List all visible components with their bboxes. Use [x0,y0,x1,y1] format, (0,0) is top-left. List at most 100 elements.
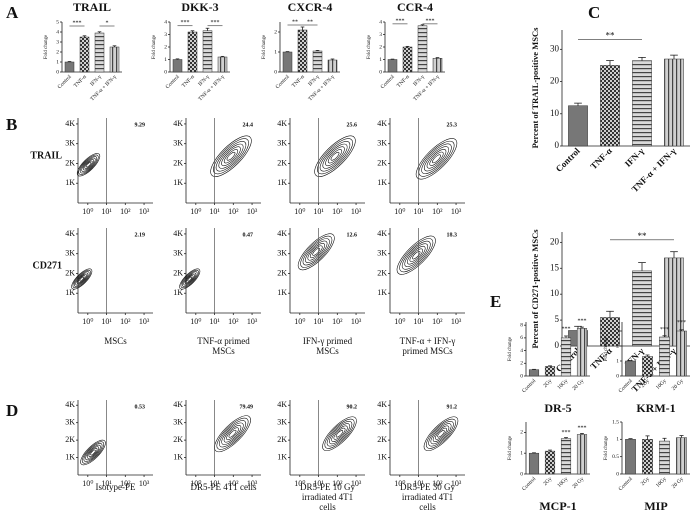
y-tick-label: 4K [277,400,287,409]
contour-line [84,160,93,169]
row-label: TRAIL [30,151,62,162]
contour-line [218,143,244,169]
y-tick-label: 1K [377,288,387,297]
bar [632,270,652,347]
contour-line [429,151,444,166]
contour-plot [415,138,458,180]
y-tick-label: 20 [550,236,560,246]
contour-line [73,271,90,287]
caption: Isotype-PE [96,482,136,492]
bar [676,330,687,377]
contour-line [428,421,454,447]
y-tick-label: 1K [277,288,287,297]
caption: DR5-PE 4T1 cells [191,482,257,492]
y-tick-label: 0 [56,69,59,75]
y-tick-label: 1K [173,452,183,461]
bar [544,366,556,377]
x-tick-label: 10² [432,317,443,326]
y-axis-label: Fold change [152,34,157,59]
x-tick-label: 20 Gy [571,378,585,392]
contour-line [314,135,356,177]
y-tick-label: 10 [550,108,560,118]
x-tick-label: 10² [332,207,343,216]
chart-title: MIP [644,499,667,511]
y-tick-label: 0 [520,373,523,379]
y-axis-label: Fold change [367,34,372,59]
bar [528,369,540,377]
contour-line [228,429,237,438]
x-tick-label: 10Gy [556,378,569,391]
x-tick-label: 10¹ [101,317,112,326]
y-tick-label: 1 [616,358,619,364]
y-tick-label: 4K [173,229,183,238]
contour-line [72,269,91,289]
x-tick-label: Control [57,74,73,90]
contour-plot [210,135,252,177]
contour-line [85,444,101,461]
significance-label: *** [677,320,686,326]
bar [402,46,413,73]
gate-percent: 0.53 [135,404,146,410]
significance-label: * [106,20,109,26]
y-tick-label: 2K [277,435,287,444]
y-tick-label: 4 [164,19,167,25]
panel-label: C [588,3,600,22]
panel-label: E [490,292,501,311]
contour-line [307,243,325,261]
x-tick-label: Control [165,74,181,90]
contour-line [432,425,450,442]
bar [544,450,556,475]
y-tick-label: 4K [277,119,287,128]
contour-plot [297,233,335,271]
significance-label: *** [578,426,587,432]
contour-line [412,251,421,260]
x-tick-label: TNF-α [181,74,196,89]
contour-line [221,146,241,167]
bar [659,336,670,377]
y-axis-label: Fold change [508,435,513,460]
y-tick-label: 3K [277,139,287,148]
y-tick-label: 1K [277,452,287,461]
gate-percent: 0.47 [243,232,254,238]
contour-line [223,149,239,164]
x-tick-label: 2Gy [542,476,553,487]
y-tick-label: 2K [377,268,387,277]
chart-title: KRM-1 [636,401,675,415]
contour-line [329,423,350,445]
contour-line [216,417,249,450]
bar [676,437,687,475]
bar [642,356,653,377]
caption: irradiated 4T1 [402,492,453,502]
x-tick-label: 2Gy [640,378,651,389]
contour-line [300,235,333,268]
bar [417,25,428,73]
contour-line [221,422,244,445]
y-axis-label: Fold change [262,34,267,59]
contour-line [81,157,96,172]
y-tick-label: 3K [277,418,287,427]
contour-line [79,276,85,282]
x-tick-label: 10¹ [413,207,424,216]
y-tick-label: 2 [56,49,59,55]
x-tick-label: 10³ [247,207,258,216]
caption: cells [319,502,336,511]
y-tick-label: 0 [379,69,382,75]
y-tick-label: 1 [379,57,382,63]
y-tick-label: 10 [550,288,560,298]
x-tick-label: 10¹ [209,207,220,216]
significance-label: *** [211,20,220,26]
y-tick-label: 2K [173,268,183,277]
y-tick-label: 3K [65,249,75,258]
gate-percent: 91.2 [447,404,458,410]
y-tick-label: 2K [377,435,387,444]
x-tick-label: 10² [332,479,343,488]
x-tick-label: 10¹ [101,207,112,216]
y-axis-label: Fold change [508,336,513,361]
contour-line [327,149,343,164]
y-tick-label: 1K [377,178,387,187]
panel-label: B [6,115,17,134]
x-tick-label: 10³ [451,317,462,326]
y-tick-label: 2K [65,158,75,167]
contour-line [179,268,201,290]
y-tick-label: 2K [277,158,287,167]
